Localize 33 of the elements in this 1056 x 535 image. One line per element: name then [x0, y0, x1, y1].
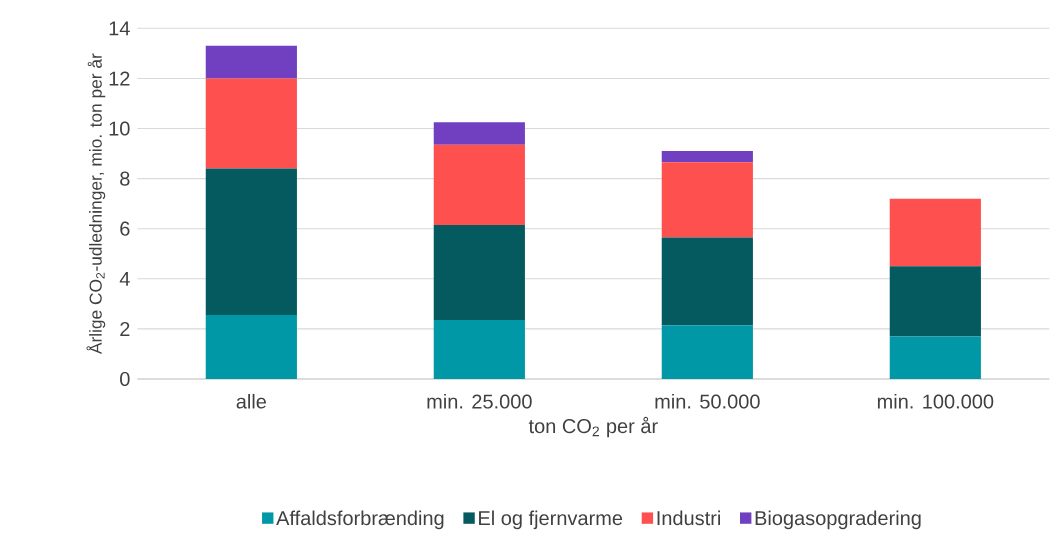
bar [433, 122, 525, 145]
x-tick-label: min. 100.000 [877, 393, 994, 409]
bar [889, 336, 981, 379]
y-tick-label: 10 [109, 121, 130, 136]
bar [889, 266, 981, 337]
bar [661, 162, 753, 238]
legend-label: Biogasopgradering [755, 510, 921, 530]
x-axis-title: ton CO$_{2}$ per år [528, 416, 658, 438]
bar [661, 325, 753, 379]
y-tick-label: 8 [120, 171, 130, 186]
x-tick-label: alle [236, 393, 266, 409]
bar [433, 144, 525, 225]
x-tick-label: min. 50.000 [655, 393, 760, 409]
bar [661, 237, 753, 326]
bar [205, 168, 297, 316]
y-tick-label: 12 [109, 71, 130, 86]
bar [661, 151, 753, 163]
bar [205, 315, 297, 379]
y-axis-title: Årlige CO$_{2}$-udledninger, mio. ton per år [86, 53, 106, 355]
bar [889, 198, 981, 267]
y-tick-label: 4 [119, 271, 130, 286]
x-tick-label: min. 25.000 [427, 393, 532, 409]
legend-label: Industri [657, 510, 720, 526]
bar [205, 45, 297, 79]
legend-label: El og fjernvarme [479, 510, 623, 530]
y-tick-label: 14 [109, 21, 130, 36]
y-tick-label: 0 [120, 371, 130, 387]
legend-label: Affaldsforbrænding [276, 510, 444, 530]
bar [205, 78, 297, 169]
bar [433, 320, 525, 379]
bar [433, 224, 525, 321]
y-tick-label: 2 [120, 321, 130, 336]
y-tick-label: 6 [120, 221, 130, 236]
